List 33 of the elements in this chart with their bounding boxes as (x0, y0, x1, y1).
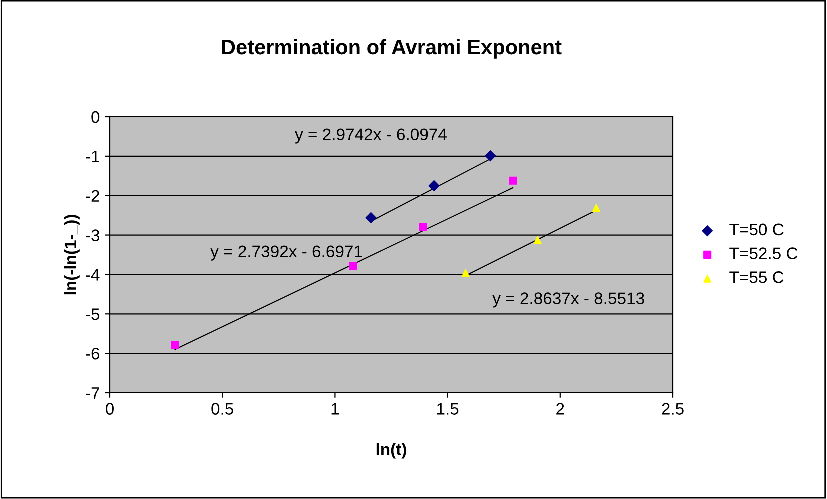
point (485, 150, 496, 162)
point (462, 269, 470, 278)
x-tick-label: 2.5 (662, 403, 684, 415)
x-tick-label: 2 (556, 403, 564, 415)
point (349, 262, 358, 270)
point (171, 341, 180, 350)
y-tick-label: -3 (86, 230, 100, 242)
point (366, 212, 377, 224)
annotation: y = 2.7392x - 6.6971 (210, 246, 362, 261)
annotation: y = 2.8637x - 8.5513 (492, 292, 644, 308)
chart-title: Determination of Avrami Exponent (222, 39, 562, 59)
point (419, 222, 428, 232)
y-axis-title: ln(-ln(1-_)) (64, 215, 80, 295)
y-tick-label: -4 (86, 269, 100, 281)
x-tick-label: 0.5 (212, 403, 234, 415)
y-tick-label: -5 (86, 308, 100, 320)
x-tick-label: 1.5 (437, 403, 459, 415)
y-tick-label: -6 (86, 348, 100, 360)
legend-label: T=50 C (730, 224, 784, 236)
legend-label: T=55 C (730, 272, 784, 284)
y-tick-label: -2 (86, 190, 100, 202)
point (534, 236, 542, 244)
y-tick-label: -7 (86, 388, 100, 400)
x-tick-label: 1 (332, 403, 340, 415)
point (592, 204, 600, 212)
y-tick-label: 0 (92, 111, 100, 124)
legend-label: T=52.5 C (730, 248, 798, 260)
annotation: y = 2.9742x - 6.0974 (295, 128, 447, 144)
point (428, 180, 440, 192)
x-axis-title: ln(t) (376, 443, 406, 459)
x-tick-label: 0 (106, 403, 114, 415)
y-tick-label: -1 (86, 151, 100, 162)
point (509, 176, 518, 185)
